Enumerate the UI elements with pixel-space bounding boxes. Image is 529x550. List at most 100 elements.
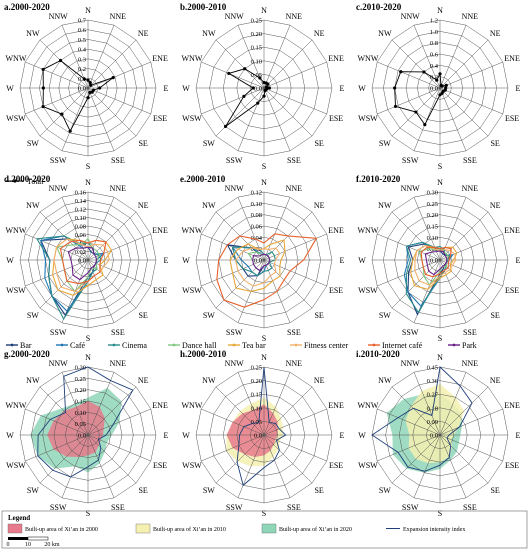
- tick-label: 0.0: [430, 258, 438, 265]
- grid-spoke: [25, 61, 89, 89]
- grid-spoke: [263, 408, 327, 436]
- tick-label: 0.6: [430, 52, 439, 59]
- direction-label: SW: [379, 139, 391, 148]
- data-point: [266, 82, 270, 86]
- grid-spoke: [263, 434, 327, 462]
- tick-label: 0.3: [78, 56, 86, 63]
- direction-label: W: [182, 256, 190, 265]
- direction-label: SSW: [402, 156, 419, 165]
- grid-spoke: [87, 87, 137, 137]
- panel-title: f.2010-2020: [356, 174, 401, 184]
- panel-title: h.2000-2010: [180, 349, 227, 359]
- direction-label: N: [437, 353, 443, 362]
- legend-marker-dance_hall: [172, 343, 176, 347]
- direction-label: SE: [138, 486, 147, 495]
- grid-spoke: [39, 87, 89, 137]
- grid-spoke: [439, 259, 489, 309]
- direction-label: NNW: [225, 12, 245, 21]
- direction-label: WNW: [357, 401, 378, 410]
- grid-spoke: [439, 61, 503, 89]
- direction-label: E: [516, 256, 521, 265]
- direction-label: WNW: [5, 226, 26, 235]
- grid-spoke: [87, 211, 137, 261]
- legend-swatch-built2010: [135, 523, 151, 534]
- direction-label: WSW: [358, 461, 378, 470]
- direction-label: ESE: [329, 286, 343, 295]
- tick-label: 0.15: [427, 224, 438, 231]
- grid-spoke: [201, 87, 265, 115]
- direction-label: WNW: [181, 401, 202, 410]
- grid-spoke: [439, 87, 489, 137]
- panel-a: a.2000-2020 0.1 0.2 0.3 0.4 0.5 0.6 0.7 0.0 N NNE N…: [4, 2, 169, 171]
- data-point: [393, 86, 397, 90]
- panel-title: g.2000-2020: [4, 349, 50, 359]
- direction-label: E: [164, 431, 169, 440]
- direction-label: WNW: [357, 226, 378, 235]
- data-point: [242, 94, 246, 98]
- series-line-park: [67, 246, 98, 281]
- grid-spoke: [439, 386, 489, 436]
- direction-label: NNE: [462, 359, 479, 368]
- direction-label: E: [340, 84, 345, 93]
- tick-label: 0.18: [427, 405, 438, 412]
- tick-label: 0.25: [251, 365, 262, 372]
- legend-label-fitness_center: Fitness center: [304, 341, 349, 350]
- direction-label: SSE: [463, 503, 477, 512]
- data-point: [111, 75, 115, 80]
- grid-spoke: [439, 408, 503, 436]
- tick-label: 0.4: [430, 63, 439, 70]
- direction-label: E: [516, 84, 521, 93]
- tick-label: 0.30: [427, 190, 438, 197]
- grid-spoke: [25, 87, 89, 115]
- direction-label: NE: [490, 376, 501, 385]
- tick-label: 0.08: [251, 212, 262, 219]
- direction-label: SW: [27, 311, 39, 320]
- direction-label: E: [340, 256, 345, 265]
- direction-label: W: [182, 84, 190, 93]
- direction-label: NW: [26, 201, 40, 210]
- direction-label: WSW: [6, 461, 26, 470]
- direction-label: SSW: [50, 156, 67, 165]
- direction-label: E: [164, 256, 169, 265]
- grid-spoke: [87, 434, 115, 498]
- grid-spoke: [439, 39, 489, 89]
- direction-label: S: [86, 334, 90, 343]
- direction-label: SE: [490, 139, 499, 148]
- tick-label: 0.16: [75, 190, 87, 197]
- direction-label: S: [86, 509, 90, 518]
- direction-label: SSE: [287, 503, 301, 512]
- direction-label: WSW: [358, 286, 378, 295]
- grid-spoke: [413, 434, 441, 498]
- grid-spoke: [391, 434, 441, 484]
- direction-label: SW: [27, 139, 39, 148]
- direction-label: SSE: [287, 156, 301, 165]
- tick-label: 0.06: [251, 224, 263, 231]
- tick-label: 0.0: [430, 433, 438, 440]
- data-point: [89, 83, 93, 87]
- data-point: [414, 110, 418, 114]
- grid-spoke: [263, 372, 291, 436]
- data-point: [440, 84, 444, 88]
- series-line-internet_cafe: [59, 239, 107, 285]
- tick-label: 0.0: [430, 86, 438, 93]
- grid-spoke: [87, 386, 137, 436]
- direction-label: N: [85, 353, 91, 362]
- direction-label: NNW: [49, 184, 69, 193]
- grid-spoke: [87, 259, 115, 323]
- grid-spoke: [25, 408, 89, 436]
- data-point: [444, 83, 448, 87]
- direction-label: NNW: [401, 12, 421, 21]
- grid-spoke: [439, 372, 467, 436]
- tick-label: 0.10: [251, 201, 262, 208]
- tick-label: 0.4: [78, 47, 87, 54]
- grid-spoke: [413, 372, 441, 436]
- grid-spoke: [263, 87, 327, 115]
- direction-label: SSE: [111, 328, 125, 337]
- direction-label: ESE: [153, 114, 167, 123]
- direction-label: WNW: [181, 226, 202, 235]
- legend-bottom: Legend Built-up area of Xi’an in 2000 Buil…: [1, 510, 528, 549]
- direction-label: NW: [202, 29, 216, 38]
- panel-f: f.2010-20200.050.100.150.200.250.300.0NN…: [356, 174, 521, 343]
- series-line-internet_cafe: [420, 246, 452, 278]
- data-point: [41, 104, 45, 109]
